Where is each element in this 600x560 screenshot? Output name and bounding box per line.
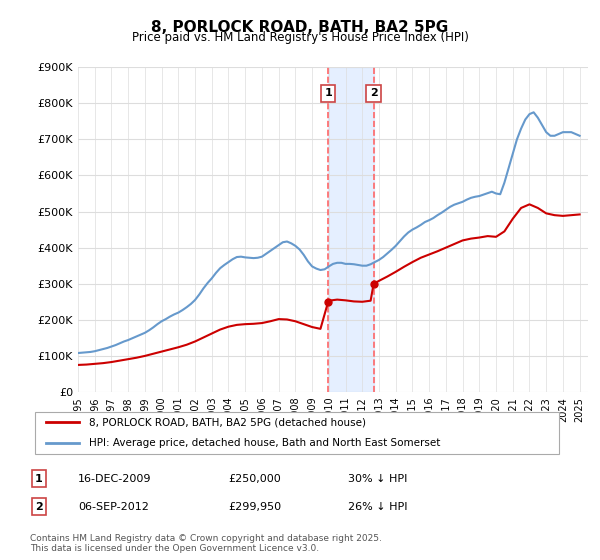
FancyBboxPatch shape bbox=[35, 412, 559, 454]
Text: Contains HM Land Registry data © Crown copyright and database right 2025.
This d: Contains HM Land Registry data © Crown c… bbox=[30, 534, 382, 553]
Text: 2: 2 bbox=[35, 502, 43, 512]
Text: 16-DEC-2009: 16-DEC-2009 bbox=[78, 474, 151, 484]
Text: 06-SEP-2012: 06-SEP-2012 bbox=[78, 502, 149, 512]
Text: £299,950: £299,950 bbox=[228, 502, 281, 512]
Text: 1: 1 bbox=[35, 474, 43, 484]
Text: 26% ↓ HPI: 26% ↓ HPI bbox=[348, 502, 407, 512]
Text: 8, PORLOCK ROAD, BATH, BA2 5PG (detached house): 8, PORLOCK ROAD, BATH, BA2 5PG (detached… bbox=[89, 417, 367, 427]
Text: HPI: Average price, detached house, Bath and North East Somerset: HPI: Average price, detached house, Bath… bbox=[89, 438, 441, 448]
Text: £250,000: £250,000 bbox=[228, 474, 281, 484]
Text: 30% ↓ HPI: 30% ↓ HPI bbox=[348, 474, 407, 484]
Bar bbox=[328, 67, 374, 392]
Text: Price paid vs. HM Land Registry's House Price Index (HPI): Price paid vs. HM Land Registry's House … bbox=[131, 31, 469, 44]
Text: 1: 1 bbox=[324, 88, 332, 98]
Text: 2: 2 bbox=[370, 88, 377, 98]
Text: 8, PORLOCK ROAD, BATH, BA2 5PG: 8, PORLOCK ROAD, BATH, BA2 5PG bbox=[151, 20, 449, 35]
